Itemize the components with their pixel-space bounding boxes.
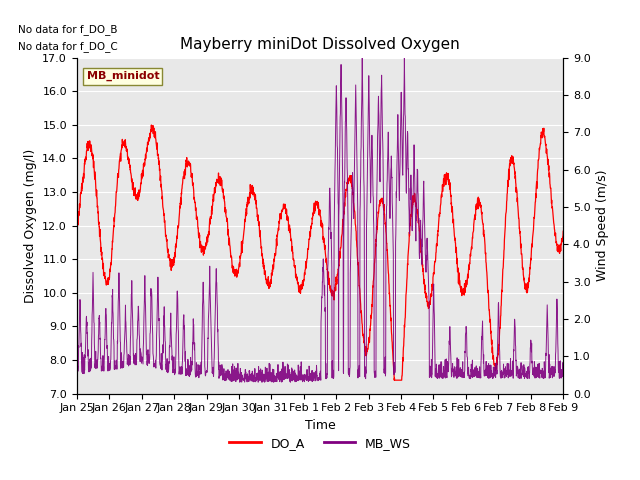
X-axis label: Time: Time [305,419,335,432]
Y-axis label: Wind Speed (m/s): Wind Speed (m/s) [596,170,609,281]
Legend: DO_A, MB_WS: DO_A, MB_WS [224,432,416,455]
Title: Mayberry miniDot Dissolved Oxygen: Mayberry miniDot Dissolved Oxygen [180,37,460,52]
Text: No data for f_DO_B: No data for f_DO_B [19,24,118,35]
Text: No data for f_DO_C: No data for f_DO_C [19,41,118,52]
Y-axis label: Dissolved Oxygen (mg/l): Dissolved Oxygen (mg/l) [24,148,36,303]
Text: MB_minidot: MB_minidot [86,71,159,81]
